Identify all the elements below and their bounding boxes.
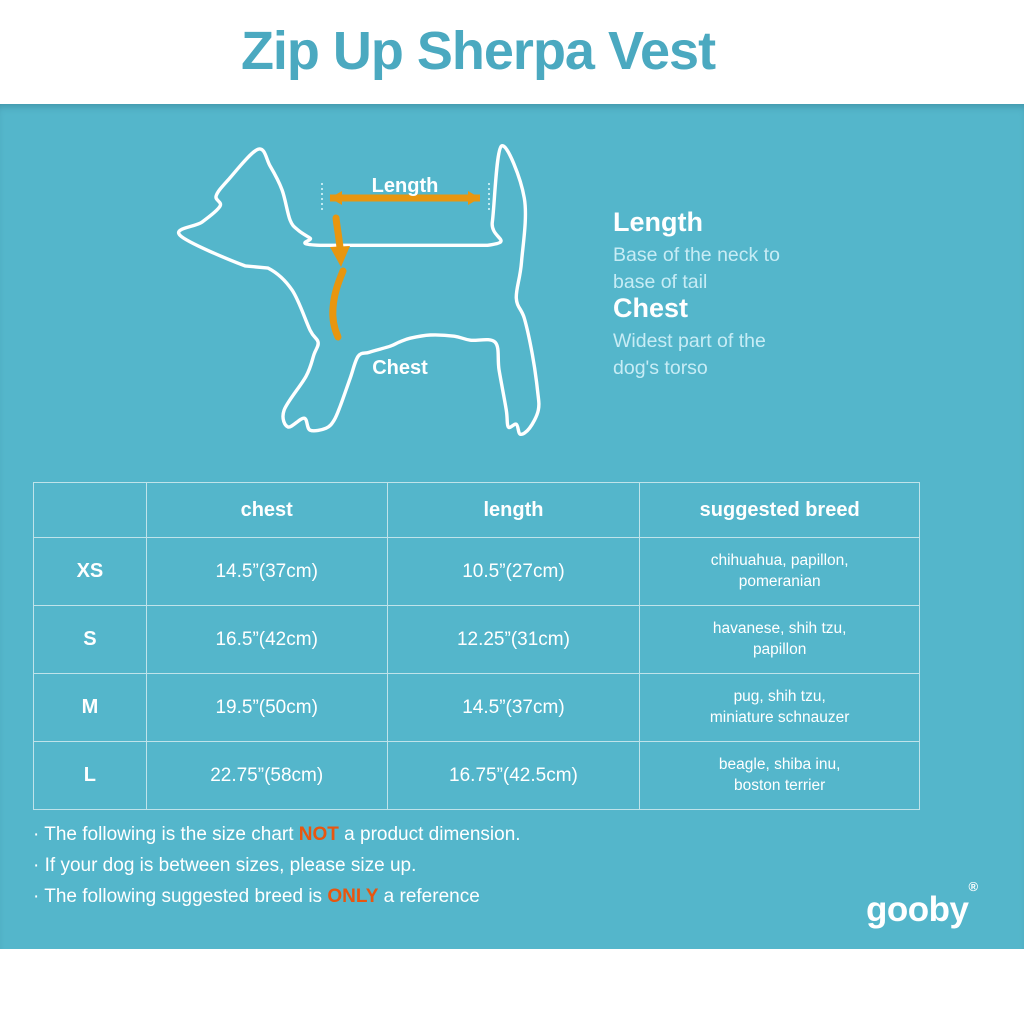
svg-text:Chest: Chest: [372, 357, 428, 379]
svg-text:Length: Length: [372, 175, 439, 197]
